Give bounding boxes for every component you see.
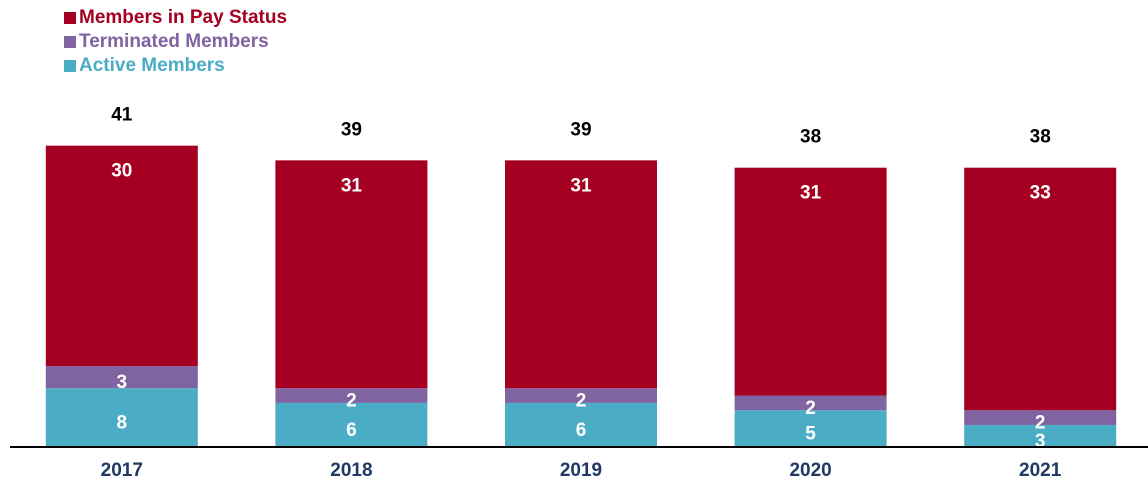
bar-segment (275, 160, 428, 389)
bar-segment (505, 388, 657, 403)
value-label: 2 (1035, 413, 1046, 434)
bar-segment (275, 402, 428, 447)
total-label: 39 (570, 119, 591, 140)
bar-segment (505, 402, 657, 447)
legend-swatch (64, 36, 76, 48)
value-label: 33 (1030, 183, 1051, 204)
legend-swatch (64, 12, 76, 24)
bar-segment (964, 410, 1117, 425)
bar-segment (734, 410, 887, 447)
bar-segment (734, 167, 887, 396)
x-tick-label: 2021 (1019, 460, 1062, 481)
total-label: 38 (800, 127, 821, 148)
value-label: 3 (1035, 431, 1046, 452)
bar-segment (964, 424, 1117, 447)
bar-segment (45, 145, 198, 367)
bar-segment (505, 160, 657, 389)
x-tick-label: 2020 (789, 460, 831, 481)
legend-label: Members in Pay Status (79, 7, 287, 28)
value-label: 30 (111, 161, 132, 182)
legend-label: Active Members (79, 55, 225, 76)
legend-swatch (64, 60, 76, 72)
value-label: 31 (800, 183, 822, 204)
value-label: 2 (576, 391, 587, 412)
x-tick-label: 2017 (101, 460, 143, 481)
value-label: 31 (341, 175, 363, 196)
value-label: 5 (805, 424, 816, 445)
value-label: 31 (570, 175, 592, 196)
value-label: 2 (346, 391, 357, 412)
bar-segment (45, 366, 198, 389)
total-label: 41 (111, 105, 133, 126)
bar-segment (734, 395, 887, 411)
x-tick-label: 2019 (560, 460, 602, 481)
bar-segment (964, 167, 1117, 411)
value-label: 2 (805, 398, 816, 419)
legend-label: Terminated Members (79, 31, 269, 52)
value-label: 6 (576, 420, 587, 441)
value-label: 6 (346, 420, 357, 441)
value-label: 8 (117, 413, 128, 434)
total-label: 39 (341, 119, 362, 140)
value-label: 3 (117, 372, 128, 393)
bar-segment (45, 388, 198, 447)
x-tick-label: 2018 (330, 460, 372, 481)
bar-segment (275, 388, 428, 403)
total-label: 38 (1030, 127, 1051, 148)
